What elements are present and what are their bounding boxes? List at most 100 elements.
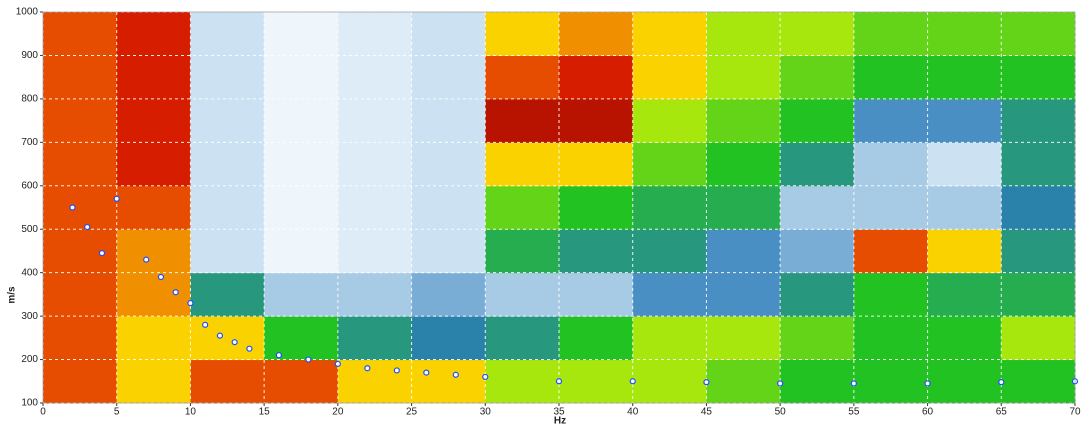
heatmap-cell: [190, 229, 265, 274]
heatmap-cell: [632, 359, 707, 404]
heatmap-cell: [853, 316, 929, 361]
pick-point: [777, 380, 784, 387]
heatmap-cell: [853, 98, 929, 143]
heatmap-cell: [337, 12, 413, 56]
y-tick-label: 500: [21, 224, 38, 235]
heatmap-cell: [927, 272, 1002, 317]
heatmap-cell: [632, 142, 707, 187]
y-tick-label: 400: [21, 267, 38, 278]
pick-point: [216, 332, 224, 339]
heatmap-cell: [706, 98, 781, 143]
heatmap-cell: [116, 229, 191, 274]
heatmap-cell: [337, 185, 413, 230]
heatmap-cell: [43, 142, 118, 187]
x-tick-label: 15: [259, 407, 271, 418]
heatmap-cell: [116, 272, 191, 317]
heatmap-cell: [337, 359, 413, 404]
heatmap-cell: [43, 185, 118, 230]
heatmap-cell: [264, 12, 339, 56]
heatmap-cell: [485, 142, 560, 187]
heatmap-cell: [706, 55, 781, 100]
heatmap-cell: [780, 316, 855, 361]
heatmap-cell: [43, 229, 118, 274]
pick-point: [423, 369, 430, 376]
heatmap-cell: [411, 55, 486, 100]
pick-point: [187, 299, 194, 307]
heatmap-cell: [1001, 272, 1076, 317]
pick-point: [69, 204, 76, 211]
heatmap-cell: [337, 142, 413, 187]
heatmap-cell: [337, 55, 413, 100]
heatmap-cell: [116, 142, 191, 187]
pick-point: [246, 345, 253, 352]
heatmap: [43, 12, 1076, 404]
heatmap-cell: [43, 12, 118, 56]
heatmap-cell: [559, 229, 634, 274]
heatmap-cell: [632, 55, 707, 100]
heatmap-cell: [559, 98, 634, 143]
heatmap-cell: [927, 185, 1002, 230]
x-tick-label: 65: [996, 407, 1008, 418]
heatmap-cell: [264, 142, 339, 187]
heatmap-cell: [780, 185, 855, 230]
y-axis-label: m/s: [7, 286, 18, 304]
heatmap-cell: [485, 229, 560, 274]
pick-point: [924, 380, 931, 387]
heatmap-cell: [411, 359, 486, 404]
pick-point: [231, 339, 238, 346]
pick-point: [998, 379, 1005, 386]
heatmap-cell: [927, 98, 1002, 143]
heatmap-cell: [485, 185, 560, 230]
heatmap-cell: [116, 316, 191, 361]
pick-point: [84, 223, 91, 231]
axes: 0 5 10 15 20 25 30 35 40 45 50 55 60 65 70 100 200 300 400…: [16, 7, 1081, 418]
heatmap-cell: [411, 142, 486, 187]
heatmap-cell: [485, 272, 560, 317]
pick-point: [555, 378, 563, 385]
plot-frame: [42, 11, 1076, 404]
heatmap-cell: [337, 98, 413, 143]
heatmap-cell: [559, 12, 634, 56]
x-axis-label: Hz: [554, 416, 566, 426]
heatmap-cell: [1001, 185, 1076, 230]
heatmap-cell: [190, 272, 265, 317]
heatmap-cell: [706, 229, 781, 274]
heatmap-cell: [927, 142, 1002, 187]
x-tick-label: 50: [775, 407, 787, 418]
x-tick-label: 55: [848, 407, 860, 418]
heatmap-cell: [411, 98, 486, 143]
pick-point: [157, 273, 165, 281]
heatmap-cell: [190, 55, 265, 100]
pick-point: [275, 352, 282, 359]
heatmap-cell: [780, 12, 855, 56]
heatmap-cell: [116, 98, 191, 143]
heatmap-cell: [190, 142, 265, 187]
y-tick-label: 1000: [16, 7, 39, 18]
pick-point: [482, 373, 489, 381]
heatmap-cell: [927, 359, 1002, 404]
heatmap-cell: [264, 316, 339, 361]
x-tick-label: 25: [406, 407, 418, 418]
heatmap-cell: [337, 229, 413, 274]
pick-point: [98, 250, 106, 257]
y-tick-label: 300: [21, 311, 38, 322]
heatmap-cell: [264, 98, 339, 143]
pick-point: [850, 380, 857, 387]
heatmap-cell: [411, 272, 486, 317]
heatmap-cell: [706, 142, 781, 187]
heatmap-cell: [559, 142, 634, 187]
heatmap-cell: [43, 272, 118, 317]
heatmap-cell: [1001, 229, 1076, 274]
pick-point: [334, 360, 341, 367]
heatmap-cell: [853, 229, 929, 274]
pick-point: [703, 379, 710, 386]
heatmap-cell: [190, 98, 265, 143]
heatmap-cell: [853, 185, 929, 230]
heatmap-cell: [264, 272, 339, 317]
heatmap-cell: [116, 55, 191, 100]
heatmap-cell: [485, 316, 560, 361]
heatmap-cell: [485, 55, 560, 100]
heatmap-cell: [632, 12, 707, 56]
x-tick-label: 0: [40, 407, 46, 418]
heatmap-cell: [559, 55, 634, 100]
